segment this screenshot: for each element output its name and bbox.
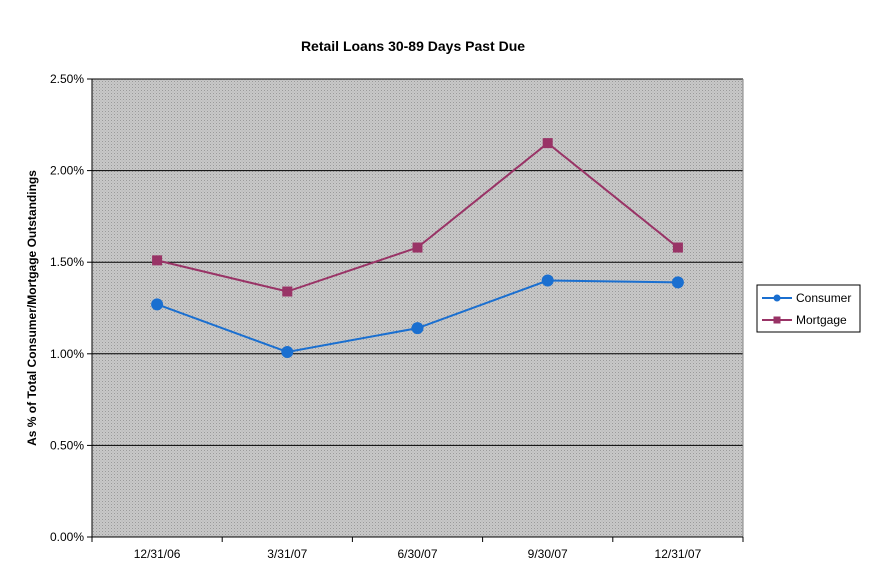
- mortgage-point: [152, 255, 163, 266]
- consumer-point: [541, 274, 554, 287]
- mortgage-point: [672, 242, 683, 253]
- y-axis-ticks: 0.00% 0.50% 1.00% 1.50% 2.00% 2.50%: [50, 72, 92, 544]
- series-layer: [151, 138, 684, 358]
- y-tick-label: 0.50%: [50, 438, 84, 452]
- legend-consumer-marker: [773, 294, 781, 302]
- chart-title: Retail Loans 30-89 Days Past Due: [301, 38, 525, 54]
- y-tick-label: 1.00%: [50, 347, 84, 361]
- legend-mortgage-marker: [773, 316, 781, 324]
- x-tick-label: 6/30/07: [397, 547, 437, 561]
- x-tick-label: 12/31/07: [655, 547, 702, 561]
- x-axis-ticks: 12/31/06 3/31/07 6/30/07 9/30/07 12/31/07: [91, 537, 744, 561]
- plot-area: [92, 79, 743, 537]
- x-tick-label: 3/31/07: [267, 547, 307, 561]
- gridlines: [92, 78, 744, 537]
- y-axis-label: As % of Total Consumer/Mortgage Outstand…: [25, 170, 39, 446]
- consumer-point: [411, 322, 424, 335]
- legend: Consumer Mortgage: [756, 284, 861, 333]
- consumer-point: [281, 345, 294, 358]
- legend-mortgage-label: Mortgage: [796, 313, 847, 327]
- y-tick-label: 0.00%: [50, 530, 84, 544]
- x-tick-label: 9/30/07: [528, 547, 568, 561]
- y-tick-label: 2.00%: [50, 164, 84, 178]
- consumer-point: [151, 298, 164, 311]
- y-tick-label: 1.50%: [50, 255, 84, 269]
- y-tick-label: 2.50%: [50, 72, 84, 86]
- mortgage-point: [412, 242, 423, 253]
- x-tick-label: 12/31/06: [134, 547, 181, 561]
- legend-consumer-label: Consumer: [796, 291, 851, 305]
- legend-box: [756, 284, 861, 333]
- mortgage-point: [542, 138, 553, 149]
- mortgage-point: [282, 286, 293, 297]
- consumer-point: [671, 276, 684, 289]
